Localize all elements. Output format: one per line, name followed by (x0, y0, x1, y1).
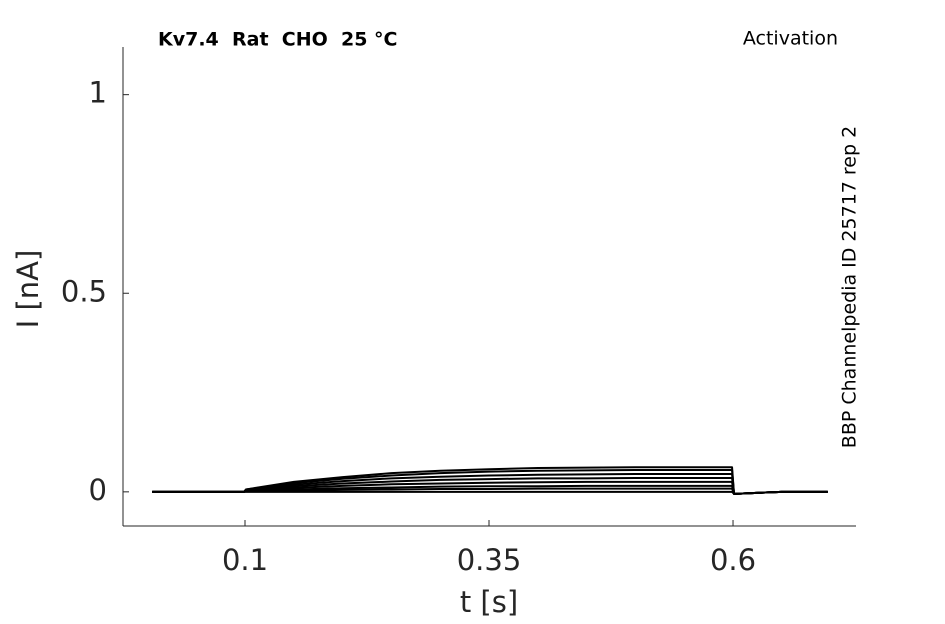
chart-subtitle: Activation (743, 28, 838, 50)
y-axis-label: I [nA] (11, 250, 45, 329)
x-tick-label: 0.6 (710, 543, 756, 577)
x-axis-label: t [s] (460, 585, 518, 619)
y-tick-label: 0 (89, 473, 107, 507)
y-tick-label: 0.5 (61, 274, 107, 308)
trace (152, 490, 828, 495)
annotation: BBP Channelpedia ID 25717 rep 2 (839, 126, 861, 448)
y-tick-label: 1 (89, 76, 107, 110)
x-tick-label: 0.1 (222, 543, 268, 577)
chart-title: Kv7.4 Rat CHO 25 °C (158, 29, 398, 51)
x-tick-label: 0.35 (457, 543, 522, 577)
